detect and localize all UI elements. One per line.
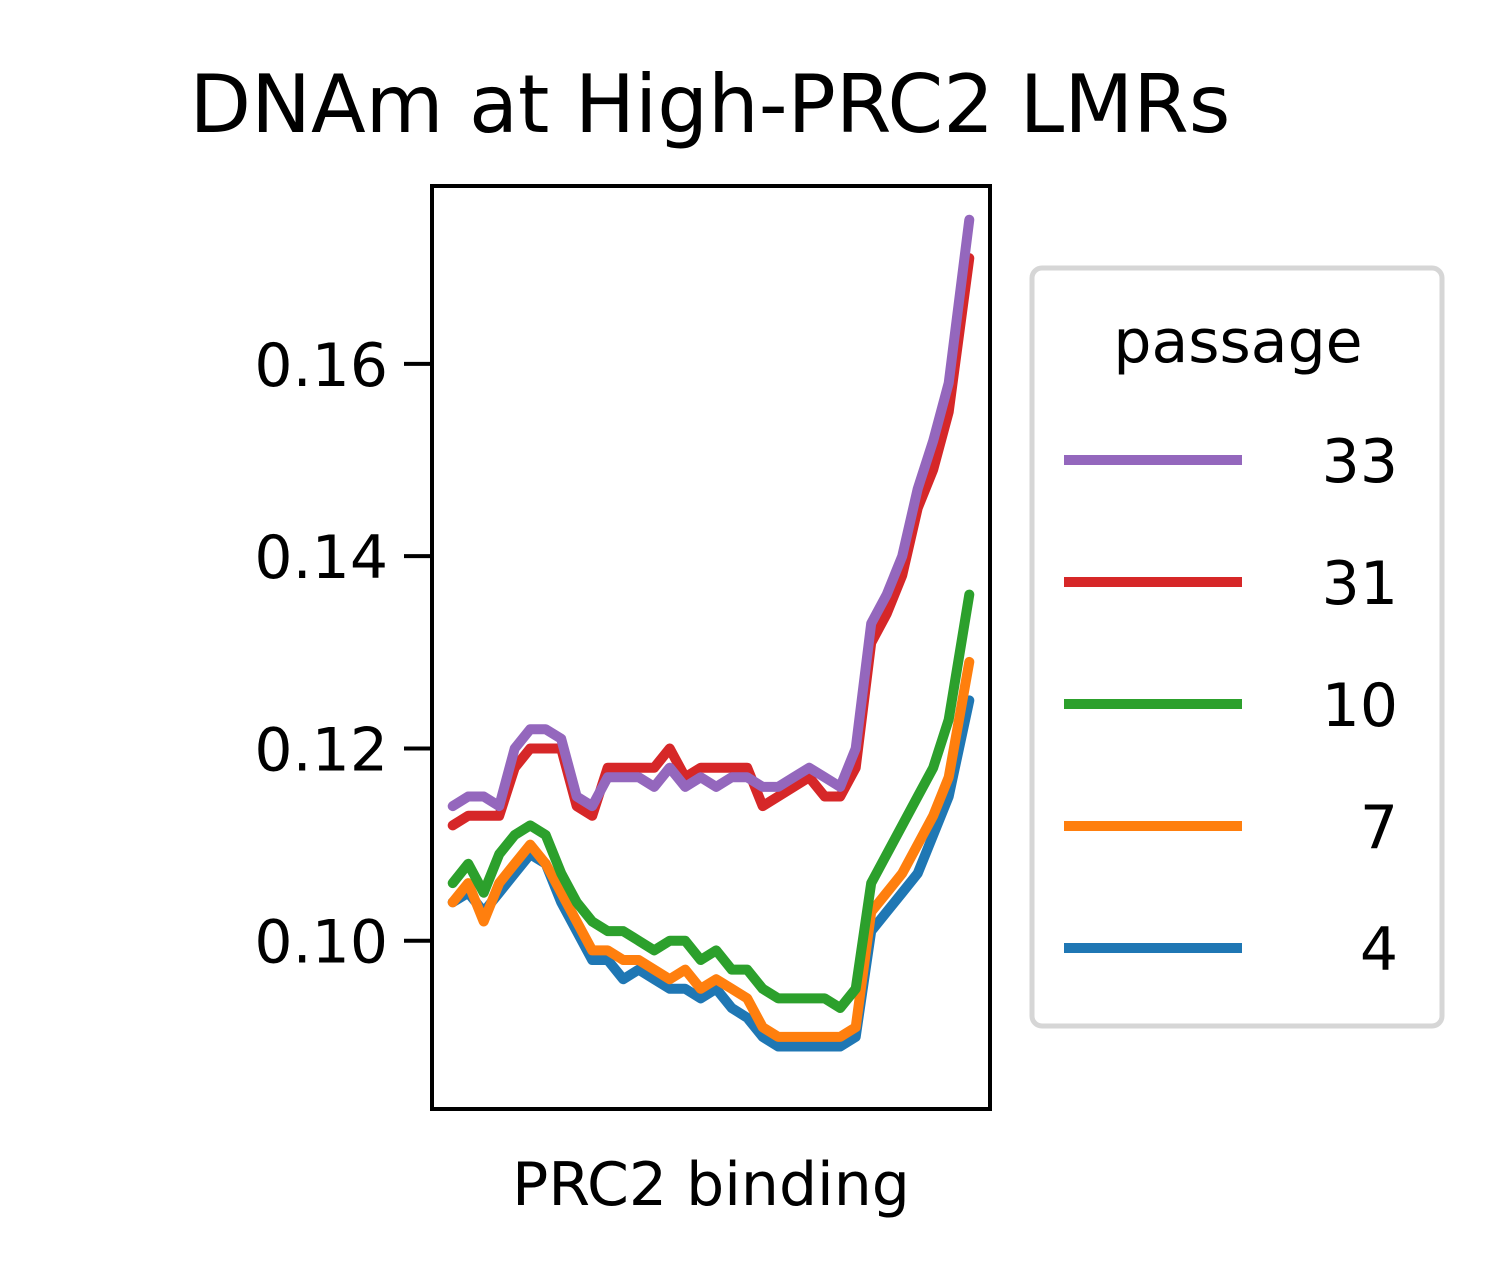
y-tick-label: 0.16 (254, 331, 388, 401)
series-line-10 (447, 589, 975, 1013)
legend-items: 33 31 10 7 4 (1064, 427, 1398, 985)
legend-label-7: 7 (1360, 793, 1398, 863)
legend-title: passage (1113, 307, 1362, 377)
legend: passage 33 31 10 7 4 (1029, 265, 1445, 1029)
x-axis-label: PRC2 binding (512, 1150, 910, 1220)
series-line-7 (447, 656, 975, 1042)
legend-label-4: 4 (1360, 915, 1398, 985)
y-tick-label: 0.14 (254, 523, 388, 593)
plot-lines (447, 214, 975, 1052)
series-line-33 (447, 214, 975, 812)
legend-box (1029, 265, 1445, 1029)
y-axis: 0.10 0.12 0.14 0.16 (254, 331, 432, 978)
legend-label-31: 31 (1322, 549, 1398, 619)
series-line-31 (447, 253, 975, 831)
plot-frame (430, 184, 992, 1111)
legend-label-33: 33 (1322, 427, 1398, 497)
y-tick-label: 0.10 (254, 908, 388, 978)
legend-label-10: 10 (1322, 671, 1398, 741)
y-tick-label: 0.12 (254, 715, 388, 785)
chart-title: DNAm at High-PRC2 LMRs (190, 58, 1231, 151)
